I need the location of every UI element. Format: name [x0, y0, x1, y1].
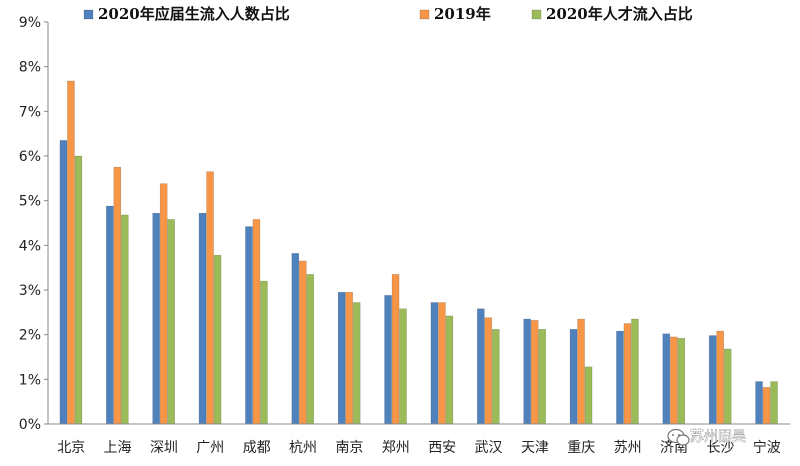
- x-tick-label: 郑州: [382, 440, 410, 456]
- y-axis: 0% 1% 2% 3% 4% 5% 6% 7% 8% 9%: [19, 15, 49, 433]
- legend-swatch-2: [419, 9, 430, 20]
- bar-2-4: [206, 171, 214, 425]
- legend: 2020年应届生流入人数占比 2019年 2020年人才流入占比: [83, 5, 693, 23]
- y-tick-label: 9%: [19, 15, 41, 31]
- bar-3-9: [445, 315, 454, 425]
- bar-3-8: [399, 308, 407, 425]
- bar-3-16: [770, 381, 778, 425]
- legend-swatch-3: [531, 9, 542, 20]
- bar-2-14: [670, 336, 678, 425]
- x-tick-label: 重庆: [567, 440, 595, 456]
- legend-label-1: 2020年应届生流入人数占比: [98, 5, 290, 23]
- x-tick-label: 南京: [335, 440, 363, 456]
- bar-3-5: [260, 280, 268, 425]
- x-tick-label: 苏州: [614, 440, 642, 456]
- bar-1-13: [616, 330, 624, 425]
- y-tick-label: 1%: [19, 372, 41, 388]
- bar-3-12: [584, 366, 593, 425]
- x-tick-label: 西安: [428, 440, 456, 456]
- y-tick-label: 3%: [19, 283, 41, 299]
- bar-1-10: [477, 308, 485, 425]
- bar-3-4: [213, 254, 222, 425]
- bar-2-8: [391, 274, 400, 425]
- bar-1-8: [384, 295, 392, 425]
- bar-1-14: [662, 333, 671, 425]
- y-tick-label: 4%: [19, 238, 41, 254]
- bars: [59, 80, 778, 425]
- bar-1-9: [430, 302, 439, 425]
- x-tick-label: 天津: [521, 440, 549, 456]
- bar-3-15: [723, 348, 732, 425]
- bar-2-6: [299, 260, 307, 425]
- bar-2-13: [623, 323, 632, 425]
- legend-label-3: 2020年人才流入占比: [546, 5, 693, 23]
- x-tick-label: 北京: [57, 440, 85, 456]
- watermark: 苏州固昊: [667, 428, 746, 446]
- x-tick-label: 上海: [104, 440, 132, 456]
- bar-2-3: [159, 183, 168, 425]
- x-tick-label: 长沙: [706, 440, 734, 456]
- bar-3-2: [121, 214, 129, 425]
- bar-2-2: [113, 166, 122, 425]
- bar-1-5: [245, 226, 253, 425]
- bar-2-12: [577, 318, 585, 425]
- bar-1-16: [755, 381, 763, 425]
- x-axis: 北京 上海 深圳 广州 成都 杭州 南京 郑州 西安 武汉 天津 重庆 苏州 济南 长沙 宁波: [48, 423, 790, 456]
- x-tick-label: 杭州: [289, 440, 317, 456]
- x-tick-label: 成都: [243, 440, 271, 456]
- watermark-text: 苏州固昊: [690, 429, 746, 445]
- y-tick-label: 2%: [19, 328, 41, 344]
- bar-1-15: [708, 335, 717, 425]
- wechat-icon: [667, 428, 690, 446]
- bar-2-9: [438, 302, 446, 425]
- bar-1-3: [152, 212, 160, 425]
- bar-3-14: [677, 337, 686, 425]
- y-tick-label: 8%: [19, 60, 41, 76]
- legend-label-2: 2019年: [434, 5, 491, 23]
- bar-2-11: [530, 320, 539, 425]
- bar-2-15: [716, 330, 724, 425]
- bar-3-7: [352, 302, 361, 425]
- bar-1-12: [569, 329, 578, 425]
- bar-1-1: [59, 140, 68, 425]
- bar-3-13: [631, 318, 639, 425]
- x-tick-label: 广州: [196, 440, 224, 456]
- bar-2-5: [252, 219, 261, 425]
- bar-1-7: [337, 291, 346, 425]
- bar-3-10: [492, 329, 500, 425]
- y-tick-label: 0%: [19, 417, 41, 433]
- legend-swatch-1: [83, 9, 94, 20]
- bar-1-4: [198, 212, 207, 425]
- bar-1-11: [523, 318, 531, 425]
- bar-2-1: [67, 80, 75, 425]
- y-tick-label: 5%: [19, 194, 41, 210]
- bar-3-3: [167, 219, 175, 425]
- y-tick-label: 6%: [19, 149, 41, 165]
- x-tick-label: 深圳: [150, 440, 178, 456]
- bar-2-7: [345, 291, 353, 425]
- bar-3-11: [538, 329, 546, 425]
- bar-3-6: [306, 274, 315, 425]
- y-tick-label: 7%: [19, 104, 41, 120]
- x-tick-label: 宁波: [753, 439, 781, 456]
- bar-2-10: [484, 317, 493, 425]
- bar-2-16: [762, 387, 771, 425]
- bar-3-1: [74, 155, 83, 425]
- x-tick-label: 武汉: [475, 440, 503, 456]
- bar-1-6: [291, 253, 300, 425]
- bar-1-2: [106, 205, 114, 425]
